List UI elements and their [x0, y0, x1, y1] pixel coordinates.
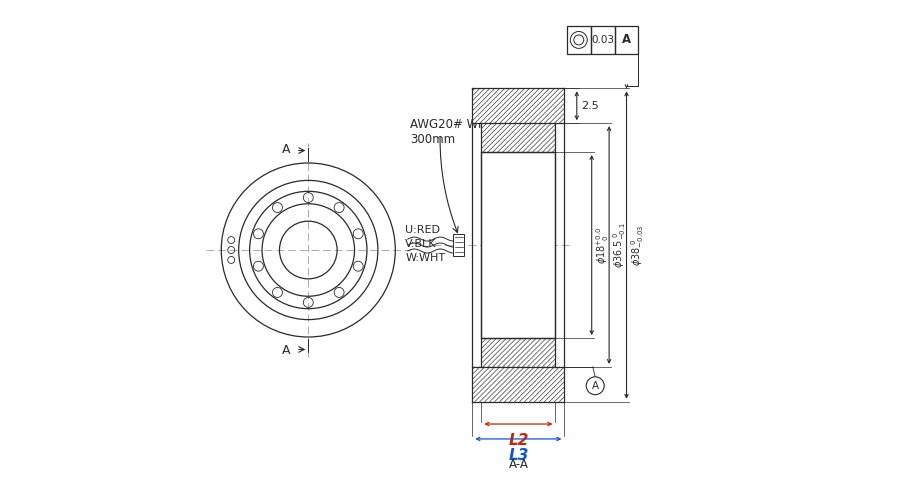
Text: 300mm: 300mm — [410, 132, 455, 145]
Text: A: A — [591, 380, 599, 390]
Text: $\phi$38$^{\ 0}_{-0.03}$: $\phi$38$^{\ 0}_{-0.03}$ — [629, 224, 646, 266]
Text: L3: L3 — [508, 448, 528, 463]
Bar — [482, 338, 555, 367]
Text: V:BLK: V:BLK — [405, 239, 436, 249]
Bar — [482, 152, 555, 338]
Text: AWG20# Wire: AWG20# Wire — [410, 118, 493, 130]
Bar — [482, 123, 555, 152]
Bar — [590, 26, 615, 54]
Text: 0.03: 0.03 — [591, 35, 614, 45]
Text: U:RED: U:RED — [405, 225, 440, 235]
Text: $\phi$36.5$^{\ 0}_{-0.1}$: $\phi$36.5$^{\ 0}_{-0.1}$ — [612, 222, 628, 268]
Text: A: A — [622, 34, 631, 46]
Bar — [615, 26, 638, 54]
Text: W:WHT: W:WHT — [405, 253, 446, 263]
Bar — [567, 26, 590, 54]
Text: $\phi$18$^{+0.0}_{\ \ 0}$: $\phi$18$^{+0.0}_{\ \ 0}$ — [594, 226, 611, 264]
Bar — [472, 367, 564, 402]
Circle shape — [586, 377, 604, 394]
Text: 2.5: 2.5 — [580, 101, 598, 111]
Bar — [454, 234, 464, 256]
Text: L2: L2 — [508, 433, 528, 448]
Text: A-A: A-A — [508, 458, 528, 471]
Text: L1: L1 — [508, 208, 528, 224]
Bar — [472, 88, 564, 123]
Text: A: A — [282, 344, 290, 358]
Text: A: A — [282, 142, 290, 156]
